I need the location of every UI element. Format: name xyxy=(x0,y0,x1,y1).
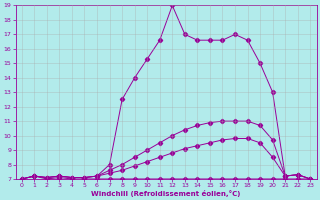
X-axis label: Windchill (Refroidissement éolien,°C): Windchill (Refroidissement éolien,°C) xyxy=(91,190,241,197)
